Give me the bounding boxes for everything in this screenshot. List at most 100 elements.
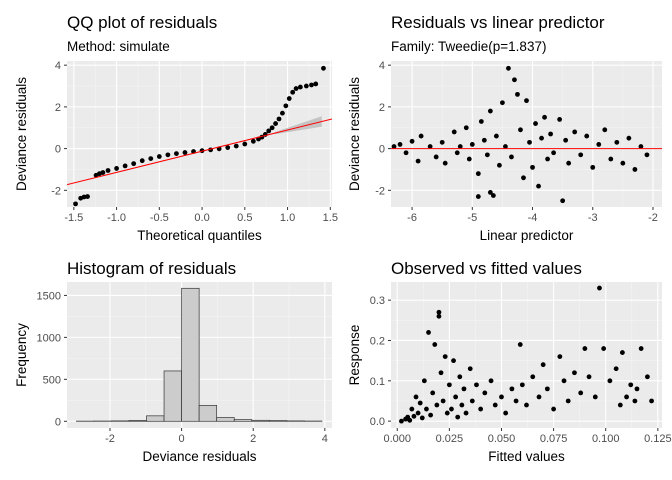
data-point: [572, 129, 578, 135]
data-point: [649, 398, 654, 404]
data-point: [557, 117, 563, 122]
data-point: [276, 116, 282, 122]
data-point: [469, 142, 475, 147]
y-tick-label: 0.3: [370, 295, 385, 307]
data-point: [309, 82, 314, 88]
data-point: [463, 410, 469, 416]
data-point: [481, 137, 487, 143]
data-point: [560, 198, 566, 204]
data-point: [497, 162, 502, 168]
plot-background: [67, 282, 332, 428]
histogram-bar: [268, 420, 288, 422]
data-point: [620, 160, 626, 166]
data-point: [524, 402, 529, 408]
x-tick-label: 0.000: [383, 433, 411, 445]
data-point: [503, 144, 508, 149]
x-tick-label: -2: [648, 212, 658, 224]
data-point: [475, 194, 481, 199]
data-point: [517, 342, 523, 347]
data-point: [638, 144, 644, 149]
data-point: [419, 415, 425, 421]
x-tick-label: -4: [528, 212, 538, 224]
x-tick-label: -0.5: [150, 212, 169, 224]
data-point: [586, 374, 592, 380]
x-tick-label: 4: [322, 433, 328, 445]
data-point: [411, 413, 417, 419]
data-point: [540, 362, 546, 368]
data-point: [530, 374, 536, 380]
x-tick-label: 0.0: [194, 212, 209, 224]
data-point: [503, 410, 509, 416]
data-point: [466, 156, 472, 162]
data-point: [469, 398, 475, 404]
data-point: [490, 193, 496, 198]
data-point: [266, 128, 272, 134]
data-point: [413, 394, 419, 400]
data-point: [578, 390, 584, 396]
data-point: [415, 410, 421, 416]
data-point: [461, 386, 467, 392]
data-point: [446, 382, 452, 388]
data-point: [487, 108, 493, 114]
data-point: [454, 150, 460, 156]
y-tick-label: 0: [55, 144, 61, 156]
data-point: [626, 135, 632, 141]
data-point: [478, 406, 484, 412]
data-point: [457, 374, 463, 380]
data-point: [453, 394, 459, 400]
data-point: [442, 354, 448, 360]
data-point: [397, 142, 403, 147]
data-point: [474, 382, 479, 388]
data-point: [544, 386, 550, 392]
data-point: [403, 150, 409, 156]
data-point: [421, 378, 427, 384]
y-axis-label: Response: [347, 325, 362, 386]
data-point: [602, 127, 608, 133]
panel-title: QQ plot of residuals: [67, 13, 217, 32]
data-point: [293, 86, 299, 91]
y-tick-label: 2: [379, 102, 385, 114]
histogram-bar: [163, 370, 182, 422]
x-axis-label: Theoretical quantiles: [137, 228, 262, 243]
data-point: [527, 139, 532, 145]
y-axis-label: Deviance residuals: [347, 77, 362, 191]
data-point: [530, 164, 535, 170]
y-tick-label: -2: [51, 185, 61, 197]
y-tick-label: 0: [379, 144, 385, 156]
data-point: [105, 168, 111, 173]
data-point: [619, 350, 625, 355]
panel-title: Histogram of residuals: [67, 259, 236, 278]
data-point: [426, 330, 431, 335]
data-point: [617, 402, 623, 408]
data-point: [521, 175, 526, 181]
data-point: [286, 96, 292, 101]
x-tick-label: -3: [588, 212, 598, 224]
y-tick-label: 0: [55, 416, 61, 428]
data-point: [613, 366, 619, 372]
plot-marks: [391, 65, 662, 204]
data-point: [283, 103, 289, 109]
data-point: [524, 98, 529, 104]
data-point: [487, 190, 493, 195]
x-tick-label: -1.5: [64, 212, 83, 224]
data-point: [409, 406, 415, 412]
data-point: [632, 398, 638, 404]
y-tick-label: -2: [375, 185, 385, 197]
x-tick-label: -1.0: [107, 212, 126, 224]
data-point: [280, 110, 285, 116]
x-tick-label: 0.125: [644, 433, 672, 445]
data-point: [440, 398, 446, 404]
data-point: [536, 183, 541, 189]
data-point: [122, 163, 128, 169]
data-point: [313, 81, 319, 87]
x-tick-label: -2: [105, 433, 115, 445]
x-tick-label: 0.100: [592, 433, 620, 445]
data-point: [165, 152, 171, 158]
histogram-bar: [128, 420, 147, 422]
data-point: [459, 402, 465, 408]
data-point: [225, 145, 231, 150]
data-point: [418, 133, 424, 139]
data-point: [430, 390, 436, 396]
data-point: [148, 156, 154, 162]
